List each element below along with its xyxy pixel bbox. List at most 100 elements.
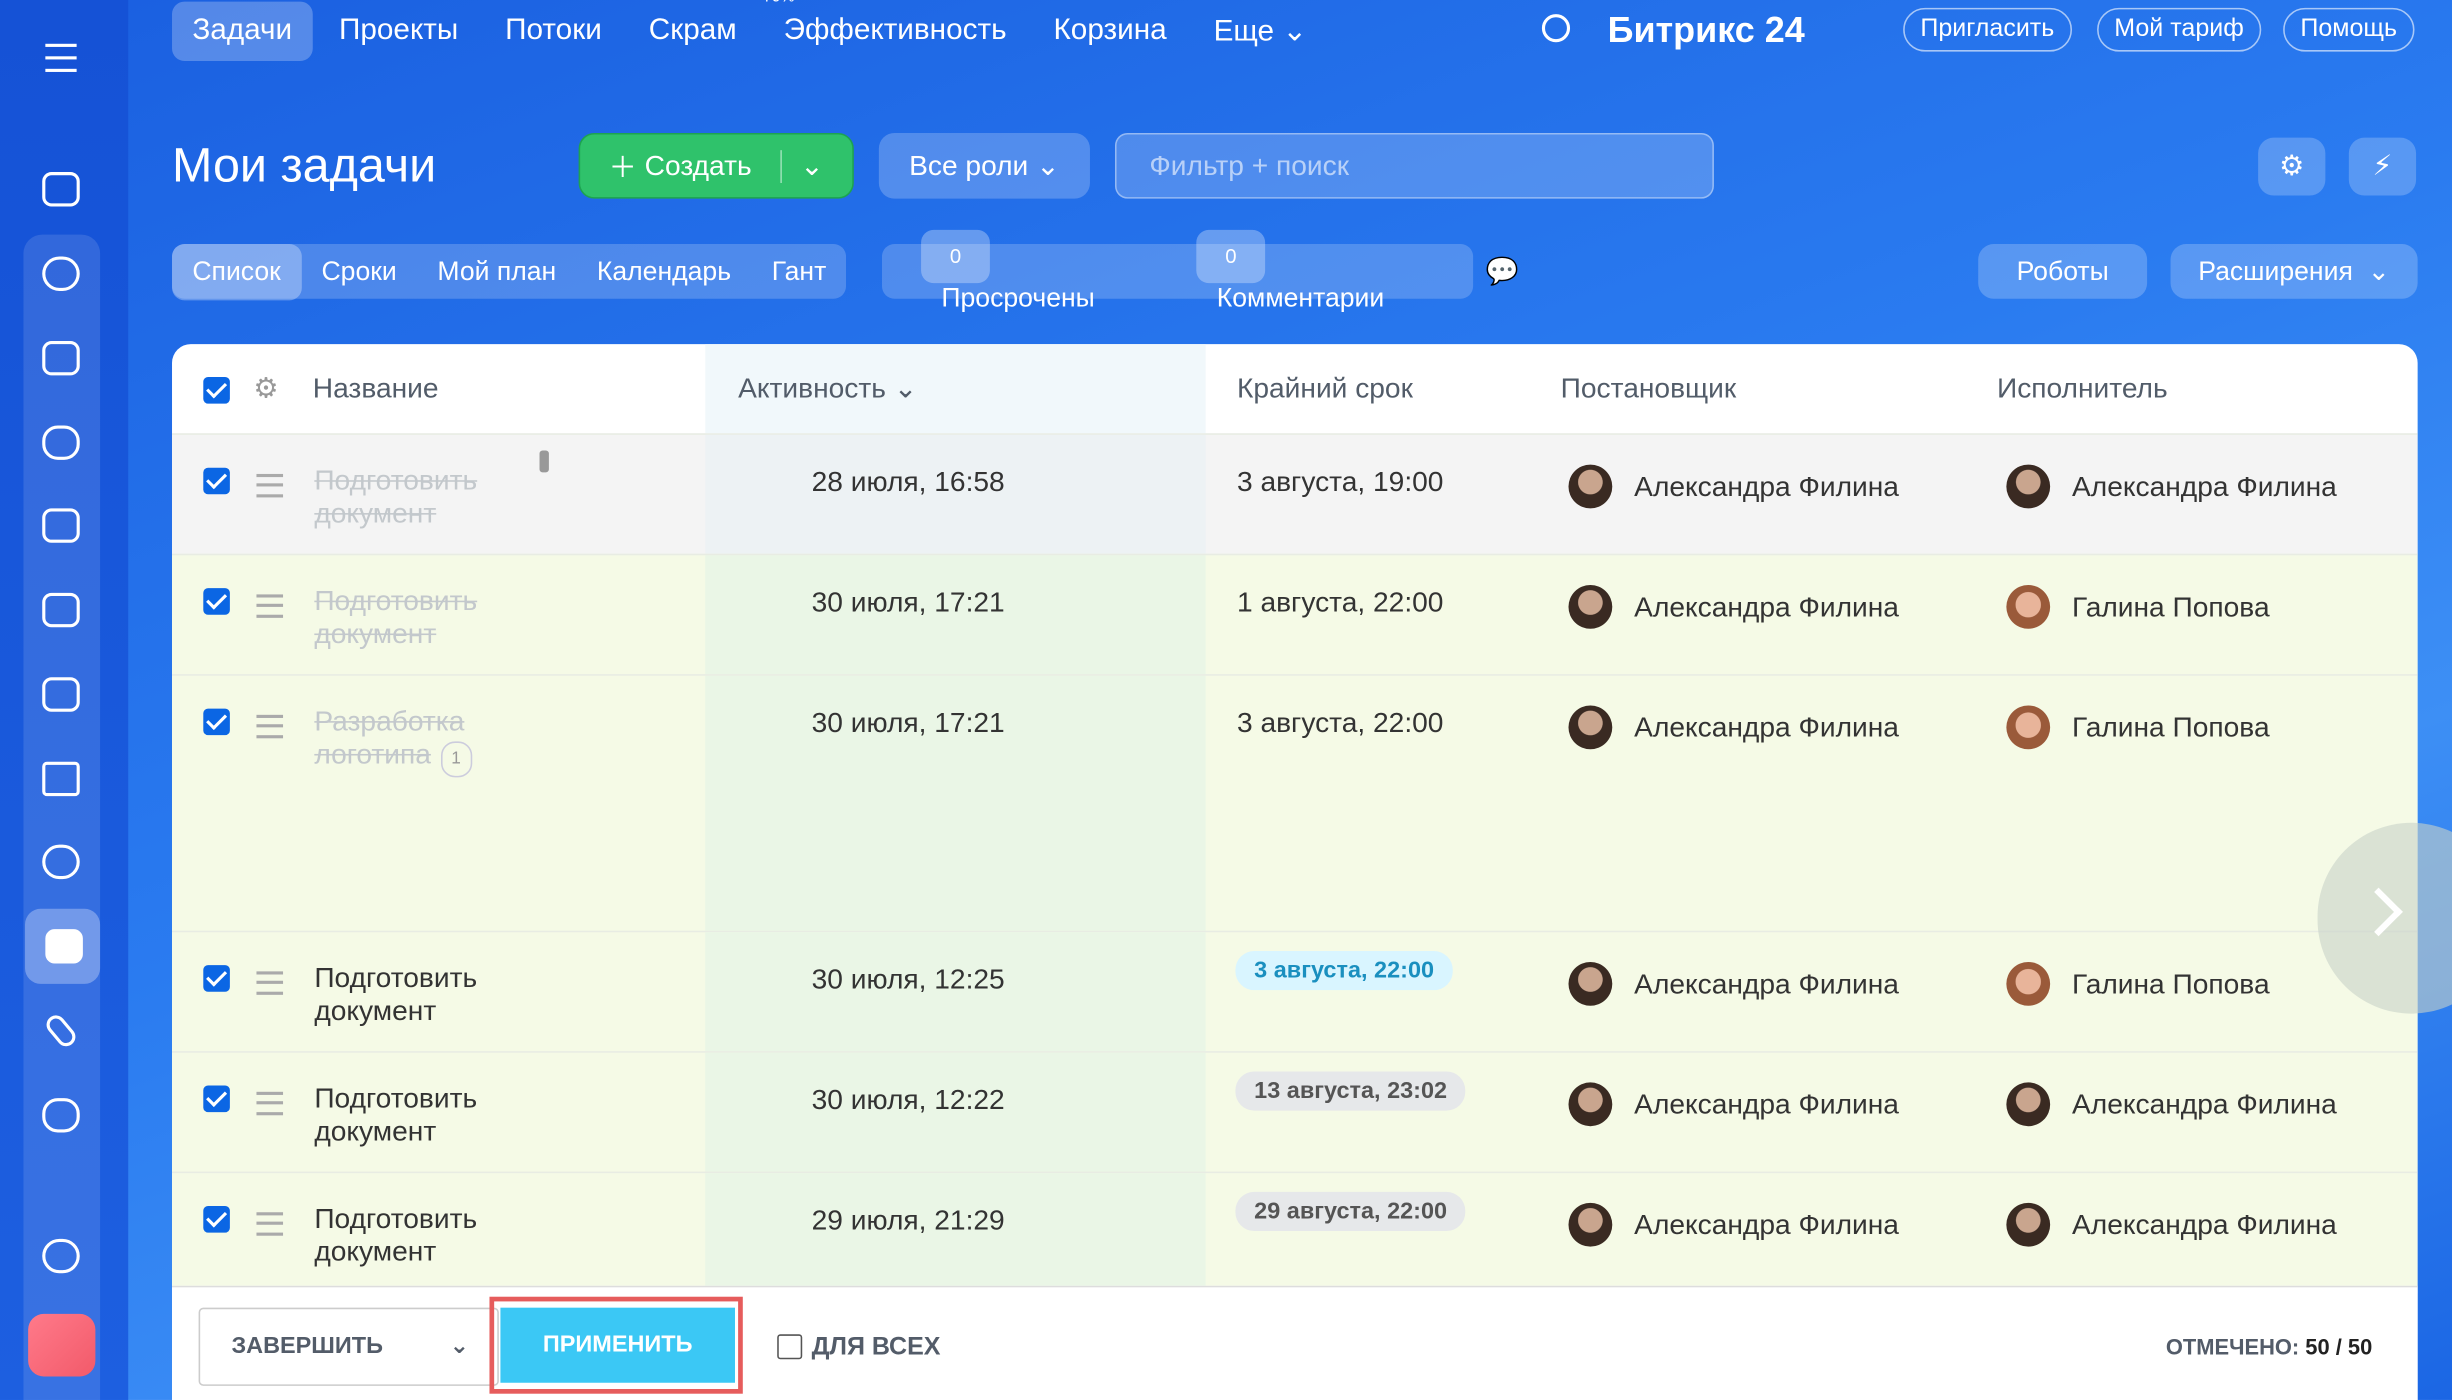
settings-button[interactable]: ⚙ [2258,137,2326,196]
bot-icon[interactable] [42,1098,80,1133]
sidebar-group [23,234,101,1400]
creator-avatar [1568,1202,1613,1247]
nav-item[interactable]: Задачи [172,1,313,62]
creator-avatar [1568,961,1613,1006]
task-row[interactable]: Подготовить документ 28 июля, 16:58 3 авгу… [172,433,2418,556]
drag-handle[interactable] [256,594,284,618]
creator-avatar [1568,1082,1613,1127]
nav-item[interactable]: Эффективность79% [763,0,1027,61]
task-name[interactable]: Подготовить документ [314,1082,478,1147]
creator[interactable]: Александра Филина [1634,1209,1899,1241]
assignee[interactable]: Александра Филина [2072,1088,2337,1120]
assignee[interactable]: Галина Попова [2072,968,2270,1000]
sort-column-bg [705,344,1206,434]
home-icon[interactable] [42,172,80,207]
header-button[interactable]: Мой тариф [2097,7,2262,52]
mail-icon[interactable] [42,761,80,797]
drag-handle[interactable] [256,971,284,995]
assignee[interactable]: Александра Филина [2072,470,2337,503]
chat-icon[interactable] [42,425,80,460]
apply-button[interactable]: ПРИМЕНИТЬ [500,1307,735,1383]
calendar-icon[interactable] [42,508,80,543]
creator[interactable]: Александра Филина [1634,711,1899,743]
task-name[interactable]: Подготовить документ [314,961,478,1027]
task-name[interactable]: Подготовить документ [314,1202,478,1268]
feed-icon[interactable] [42,256,80,291]
rocket-icon[interactable] [28,1313,96,1377]
nav-item[interactable]: Скрам [648,14,737,47]
task-row[interactable]: Подготовить документ 30 июля, 12:22 13 авг… [172,1051,2418,1174]
assignee[interactable]: Александра Филина [2072,1209,2337,1241]
robots-label: Роботы [2016,255,2109,286]
flash-button[interactable]: ⚡ [2348,137,2417,196]
tasks-icon [45,929,83,964]
menu-icon[interactable] [45,43,77,72]
activity-cell-bg [705,932,1206,1053]
creator[interactable]: Александра Филина [1634,470,1899,503]
settings-icon[interactable] [42,1238,80,1274]
column-header[interactable]: Активность ⌄ [738,372,918,404]
task-row[interactable]: Подготовить документ 30 июля, 12:25 3 авгу… [172,930,2418,1053]
header-button[interactable]: Пригласить [1903,7,2072,52]
highlight [489,1296,743,1394]
pin-icon [539,450,549,473]
select-all[interactable] [203,376,230,404]
assignee[interactable]: Галина Попова [2072,711,2270,743]
roles-button[interactable]: Все роли ⌄ [878,132,1090,199]
docs-icon[interactable] [42,340,80,376]
drag-handle[interactable] [256,714,284,739]
row-checkbox[interactable] [203,708,230,736]
creator[interactable]: Александра Филина [1634,968,1899,1000]
search-input[interactable]: Фильтр + поиск [1114,132,1714,199]
for-all-checkbox[interactable] [777,1334,803,1360]
file-icon[interactable] [42,592,80,628]
nav-item[interactable]: Потоки [505,14,602,47]
nav-item[interactable]: Корзина [1053,14,1167,47]
task-name[interactable]: Разработка логотипа 1 [314,705,509,778]
view-tab[interactable]: Список [172,243,302,300]
drag-handle[interactable] [256,1091,284,1116]
comments-icon[interactable]: 💬 [1485,255,1519,286]
activity-cell-bg [705,1173,1206,1294]
assignee[interactable]: Галина Попова [2072,591,2270,623]
activity-cell-bg [705,555,1206,676]
create-button[interactable]: ＋ Создать ⌄ [578,132,854,199]
task-name[interactable]: Подготовить документ [314,585,478,650]
row-checkbox[interactable] [203,467,230,495]
drag-handle[interactable] [256,1212,284,1236]
task-name[interactable]: Подготовить документ [314,464,478,529]
nav-item[interactable]: Проекты [339,14,459,47]
search-icon[interactable] [1541,14,1571,43]
team-icon[interactable] [42,844,80,880]
creator[interactable]: Александра Филина [1634,591,1899,623]
action-label: ЗАВЕРШИТЬ [231,1332,383,1360]
activity: 28 июля, 16:58 [811,466,1005,498]
action-select[interactable]: ЗАВЕРШИТЬ ⌄ [198,1307,499,1386]
row-checkbox[interactable] [203,1085,230,1113]
view-tab[interactable]: Мой план [437,255,557,286]
task-row[interactable]: Подготовить документ 30 июля, 17:21 1 авгу… [172,553,2418,676]
view-tab[interactable]: Гант [771,255,827,286]
nav-item[interactable]: Еще ⌄ [1213,14,1308,48]
page-title: Мои задачи [172,137,437,193]
row-checkbox[interactable] [203,965,230,992]
row-checkbox[interactable] [203,1205,230,1233]
column-header: Крайний срок [1236,372,1413,404]
task-row[interactable]: Подготовить документ 29 июля, 21:29 29 авг… [172,1171,2418,1294]
drive-icon[interactable] [42,677,80,712]
robots-button[interactable]: Роботы [1978,244,2148,299]
activity: 30 июля, 17:21 [811,586,1005,618]
column-settings[interactable]: ⚙ [253,372,279,404]
creator[interactable]: Александра Филина [1634,1088,1899,1120]
counter[interactable]: 0Просрочены [901,217,1136,326]
tasks-active[interactable] [25,908,101,984]
view-tab[interactable]: Календарь [596,255,732,286]
drag-handle[interactable] [256,473,284,498]
row-checkbox[interactable] [203,588,230,615]
view-tab[interactable]: Сроки [321,255,397,286]
header-button[interactable]: Помощь [2283,7,2415,52]
brand-name: Битрикс [1607,9,1755,51]
extensions-button[interactable]: Расширения ⌄ [2170,244,2418,299]
task-row[interactable]: Разработка логотипа 1 30 июля, 17:21 3 авгу… [172,674,2418,933]
counter[interactable]: 0Комментарии [1176,217,1425,326]
